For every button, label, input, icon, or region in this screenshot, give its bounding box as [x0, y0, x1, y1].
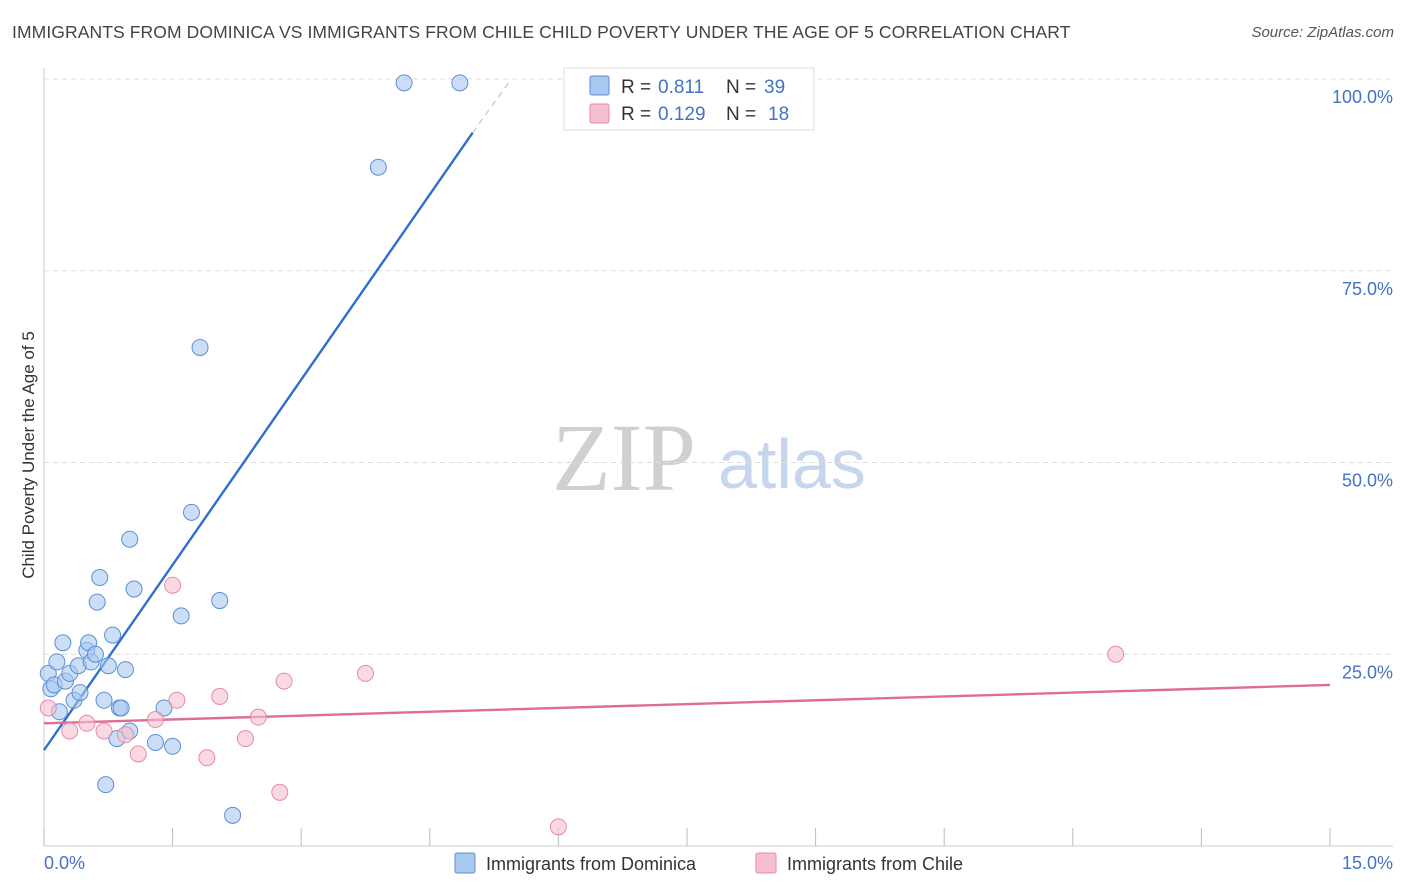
data-point-dominica — [395, 74, 413, 92]
axes — [43, 68, 1393, 847]
watermark-zip: ZIP — [552, 404, 696, 511]
data-point-dominica — [112, 699, 130, 717]
legend-n-label-chile: N = — [726, 104, 756, 125]
data-point-chile — [236, 730, 254, 748]
y-tick-label-25: 25.0% — [1342, 662, 1393, 682]
series-legend-label-dominica: Immigrants from Dominica — [486, 854, 697, 874]
series-legend: Immigrants from Dominica Immigrants from… — [454, 852, 963, 874]
grid — [44, 78, 1393, 655]
data-points — [39, 74, 1125, 836]
data-point-dominica — [86, 645, 104, 663]
y-tick-label-100: 100.0% — [1332, 87, 1393, 107]
legend-r-value-chile: 0.129 — [658, 104, 706, 125]
stats-legend: R = 0.811 N = 39 R = 0.129 N = 18 — [563, 67, 815, 131]
data-point-chile — [95, 722, 113, 740]
trend-line-chile — [43, 683, 1331, 725]
data-point-chile — [249, 708, 267, 726]
data-point-chile — [271, 783, 289, 801]
data-point-chile — [116, 726, 134, 744]
data-point-chile — [549, 818, 567, 836]
data-point-dominica — [224, 806, 242, 824]
legend-r-label-dominica: R = — [621, 77, 651, 98]
data-point-dominica — [88, 593, 106, 611]
data-point-dominica — [116, 661, 134, 679]
source-label: Source: ZipAtlas.com — [1251, 24, 1394, 41]
chart-title: IMMIGRANTS FROM DOMINICA VS IMMIGRANTS F… — [12, 22, 1071, 42]
data-point-dominica — [451, 74, 469, 92]
data-point-dominica — [97, 776, 115, 794]
watermark: ZIP atlas — [552, 404, 866, 511]
y-tick-label-75: 75.0% — [1342, 279, 1393, 299]
trend-line-extension-dominica — [472, 78, 512, 134]
legend-n-value-chile: 18 — [768, 104, 789, 125]
data-point-chile — [78, 714, 96, 732]
trend-line-dominica — [43, 132, 474, 751]
legend-r-label-chile: R = — [621, 104, 651, 125]
data-point-dominica — [155, 699, 173, 717]
x-tick-label-min: 0.0% — [44, 853, 85, 873]
data-point-dominica — [211, 592, 229, 610]
data-point-chile — [211, 687, 229, 705]
data-point-dominica — [91, 569, 109, 587]
data-point-dominica — [182, 503, 200, 521]
x-tick-label-max: 15.0% — [1342, 853, 1393, 873]
y-tick-labels: 25.0% 50.0% 75.0% 100.0% — [1332, 87, 1393, 682]
data-point-dominica — [104, 626, 122, 644]
y-tick-label-50: 50.0% — [1342, 471, 1393, 491]
data-point-dominica — [164, 737, 182, 755]
data-point-dominica — [172, 607, 190, 625]
data-point-chile — [275, 672, 293, 690]
series-legend-swatch-dominica — [454, 852, 476, 874]
data-point-dominica — [48, 653, 66, 671]
data-point-chile — [1107, 645, 1125, 663]
data-point-chile — [146, 710, 164, 728]
series-legend-swatch-chile — [755, 852, 777, 874]
data-point-chile — [168, 691, 186, 709]
data-point-dominica — [146, 733, 164, 751]
watermark-atlas: atlas — [718, 425, 866, 503]
data-point-dominica — [95, 691, 113, 709]
data-point-chile — [61, 722, 79, 740]
data-point-chile — [164, 576, 182, 594]
data-point-chile — [357, 664, 374, 682]
data-point-dominica — [369, 158, 387, 176]
legend-n-label-dominica: N = — [726, 77, 756, 98]
legend-swatch-chile — [589, 103, 610, 124]
data-point-dominica — [71, 684, 89, 702]
series-legend-label-chile: Immigrants from Chile — [787, 854, 963, 874]
data-point-chile — [39, 699, 57, 717]
legend-r-value-dominica: 0.811 — [658, 77, 704, 98]
data-point-dominica — [125, 580, 143, 598]
data-point-dominica — [191, 338, 209, 356]
data-point-dominica — [121, 530, 139, 548]
data-point-dominica — [99, 657, 117, 675]
legend-swatch-dominica — [589, 75, 610, 96]
data-point-chile — [129, 745, 147, 763]
data-point-dominica — [54, 634, 72, 652]
data-point-chile — [198, 749, 216, 767]
y-axis-label: Child Poverty Under the Age of 5 — [19, 331, 38, 579]
legend-n-value-dominica: 39 — [764, 77, 785, 98]
